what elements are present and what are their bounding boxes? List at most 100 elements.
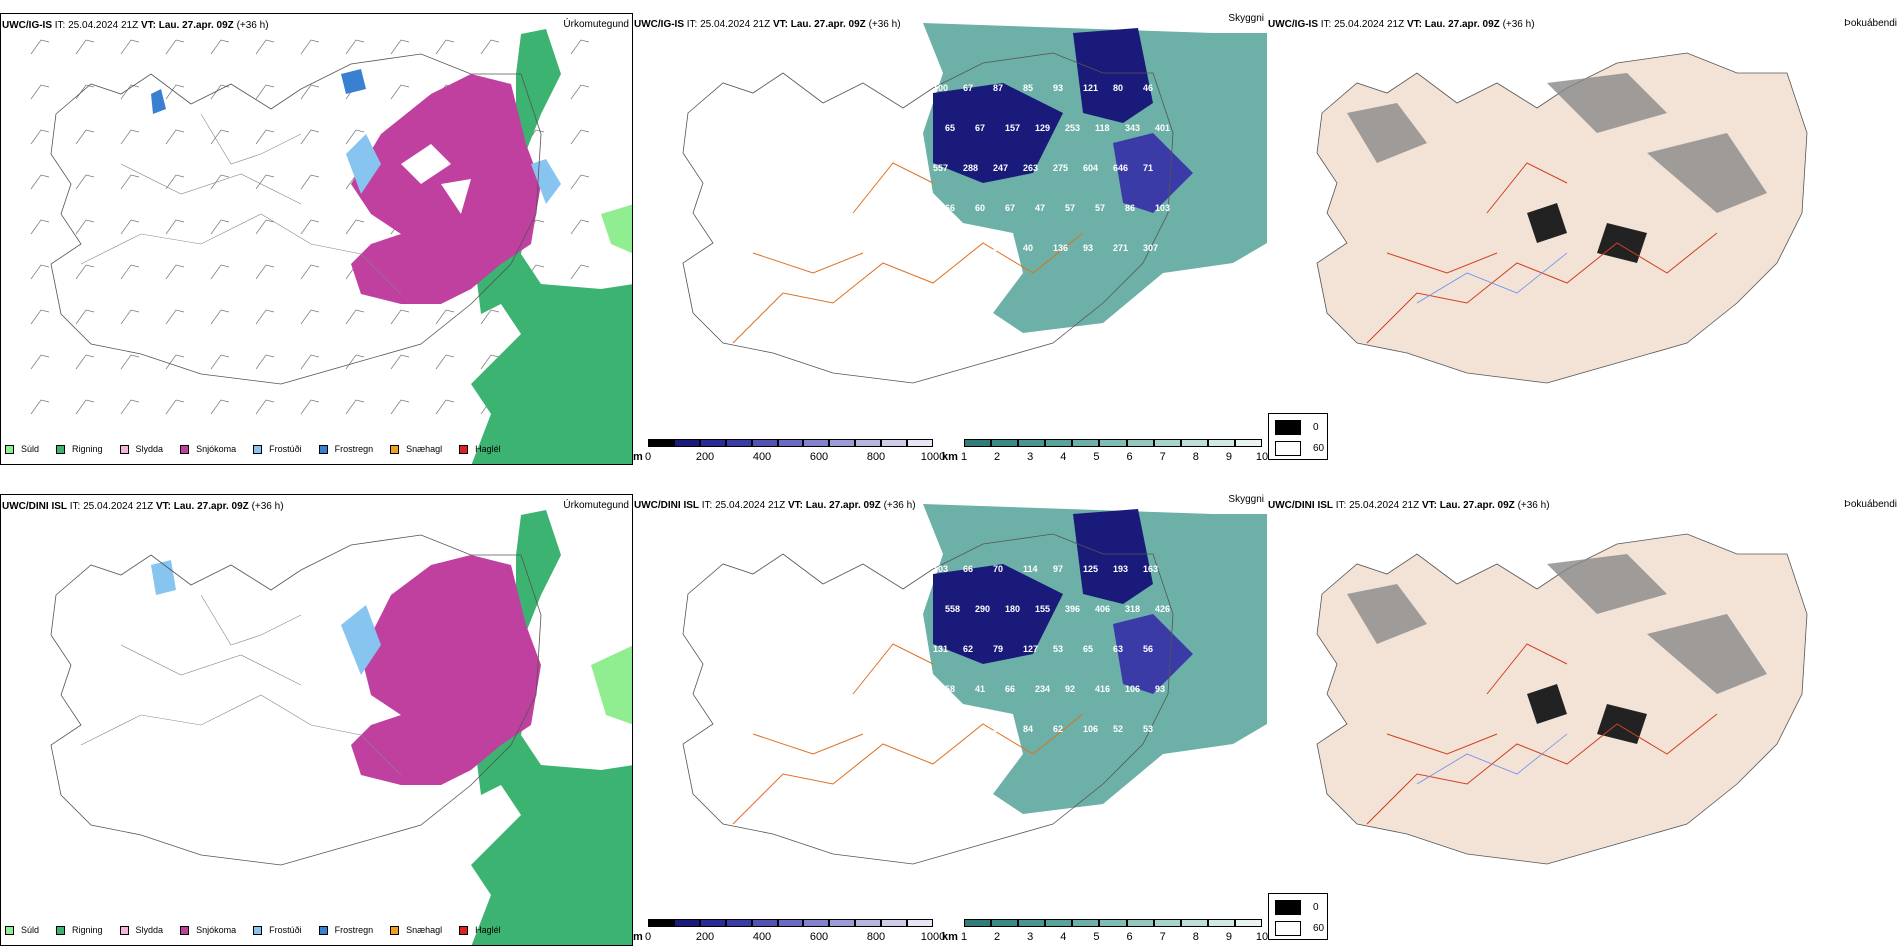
wind-barb xyxy=(30,399,50,415)
lead-time: (+36 h) xyxy=(236,20,269,31)
precip-map-bottom xyxy=(50,510,632,945)
legend-label: Slydda xyxy=(135,444,164,454)
wind-barb xyxy=(30,354,50,370)
visibility-value-label: 62 xyxy=(963,644,974,654)
visibility-colorbar-bottom: km 1 2 3 4 5 6 7 8 9 10 xyxy=(942,919,1268,943)
colorbar-tick-label: 3 xyxy=(1027,451,1034,463)
colorbar-tick-label: 4 xyxy=(1060,451,1067,463)
colorbar-segment xyxy=(829,919,856,927)
colorbar-segment xyxy=(1180,439,1208,447)
visibility-value-label: 79 xyxy=(993,644,1004,654)
vt-label: VT: xyxy=(140,20,156,31)
colorbar-tick-label: 400 xyxy=(752,931,772,943)
colorbar-segment xyxy=(1153,919,1181,927)
legend-swatch xyxy=(459,925,469,935)
snow-gap xyxy=(401,144,471,214)
visibility-value-label: 103 xyxy=(933,564,949,574)
wind-barb xyxy=(165,264,185,280)
visibility-value-label: 157 xyxy=(1005,123,1021,133)
row2-header: UWC/DINI ISL IT: 25.04.2024 21Z VT: Lau.… xyxy=(634,500,916,511)
colorbar-unit: km xyxy=(942,931,958,943)
visibility-value-label: 66 xyxy=(963,564,974,574)
roads xyxy=(732,643,1084,825)
legend-label: Haglél xyxy=(475,444,501,454)
legend-swatch xyxy=(318,444,328,454)
wind-barb xyxy=(390,354,410,370)
visibility-value-label: 53 xyxy=(1143,724,1154,734)
visibility-value-label: 275 xyxy=(1053,163,1069,173)
panel-title: Skyggni xyxy=(1228,494,1264,505)
visibility-value-label: 121 xyxy=(1083,83,1099,93)
wind-barb xyxy=(300,264,320,280)
colorbar-segment xyxy=(829,439,856,447)
wind-barb xyxy=(480,354,500,370)
colorbar-tick-label: 0 xyxy=(644,451,652,463)
wind-barb xyxy=(210,129,230,145)
visibility-value-label: 84 xyxy=(1023,724,1034,734)
wind-barb xyxy=(210,84,230,100)
legend-item: Súld xyxy=(5,444,39,454)
wind-barb xyxy=(300,39,320,55)
it-label: IT: xyxy=(69,501,81,512)
legend-swatch xyxy=(119,925,129,935)
colorbar-tick-label: 800 xyxy=(866,931,886,943)
colorbar-segment xyxy=(1207,439,1235,447)
wind-barb xyxy=(300,219,320,235)
colorbar-tick-label: 1 xyxy=(960,931,968,943)
legend-item: Frostregn xyxy=(318,925,373,935)
legend-swatch xyxy=(180,444,190,454)
visibility-value-label: 557 xyxy=(933,163,949,173)
colorbar-tick-label: 5 xyxy=(1093,451,1100,463)
row2-header: UWC/DINI ISL IT: 25.04.2024 21Z VT: Lau.… xyxy=(1268,500,1550,511)
vt-label: VT: xyxy=(155,501,171,512)
colorbar-tick-label: 3 xyxy=(1027,931,1034,943)
wind-barb xyxy=(75,39,95,55)
colorbar-tick-label: 600 xyxy=(809,931,829,943)
colorbar-segment xyxy=(725,919,752,927)
visibility-value-label: 604 xyxy=(1083,163,1099,173)
fog-panel-bottom: UWC/DINI ISL IT: 25.04.2024 21Z VT: Lau.… xyxy=(1267,494,1900,946)
fog-legend-low-swatch xyxy=(1275,420,1301,435)
visibility-value-label: 253 xyxy=(1065,123,1081,133)
wind-barb xyxy=(570,39,590,55)
legend-label: Snjókoma xyxy=(196,925,237,935)
wind-barb xyxy=(345,39,365,55)
legend-label: Snjókoma xyxy=(196,444,237,454)
precip-type-panel-top: UWC/IG-IS IT: 25.04.2024 21Z VT: Lau. 27… xyxy=(0,13,633,465)
wind-barb xyxy=(255,354,275,370)
legend-label: Slydda xyxy=(135,925,164,935)
row1-header: UWC/IG-IS IT: 25.04.2024 21Z VT: Lau. 27… xyxy=(1268,19,1535,30)
colorbar-segment xyxy=(1045,919,1073,927)
colorbar-segment xyxy=(964,919,992,927)
freezing-rain-area xyxy=(151,69,366,114)
colorbar-tick-label: 8 xyxy=(1192,451,1199,463)
visibility-value-label: 118 xyxy=(1095,123,1110,133)
colorbar-segment xyxy=(881,439,908,447)
colorbar-segment xyxy=(1099,439,1127,447)
vt-value: Lau. 27.apr. 09Z xyxy=(1424,19,1500,30)
wind-barb xyxy=(165,354,185,370)
panel-title: Þokuábendi xyxy=(1844,18,1897,29)
wind-barb xyxy=(255,264,275,280)
colorbar-tick-label: 400 xyxy=(752,451,772,463)
visibility-value-label: 318 xyxy=(1125,604,1141,614)
wind-barb xyxy=(390,399,410,415)
freezing-drizzle-area xyxy=(346,134,561,204)
legend-swatch xyxy=(390,925,400,935)
wind-barb xyxy=(75,264,95,280)
wind-barb xyxy=(300,84,320,100)
wind-barb xyxy=(120,39,140,55)
visibility-value-label: 155 xyxy=(1035,604,1051,614)
colorbar-segment xyxy=(1126,439,1154,447)
vt-label: VT: xyxy=(1406,19,1422,30)
wind-barb xyxy=(165,219,185,235)
visibility-value-label: 86 xyxy=(1125,203,1136,213)
visibility-value-label: 67 xyxy=(975,123,986,133)
fog-legend-high-swatch xyxy=(1275,921,1301,936)
medium-visibility-area xyxy=(1113,133,1193,213)
wind-barb xyxy=(165,84,185,100)
wind-barb xyxy=(570,174,590,190)
precip-legend: Súld Rigning Slydda Snjókoma Frostúði Frostre… xyxy=(5,444,518,454)
visibility-value-label: 136 xyxy=(1053,243,1069,253)
colorbar-segment xyxy=(881,919,908,927)
